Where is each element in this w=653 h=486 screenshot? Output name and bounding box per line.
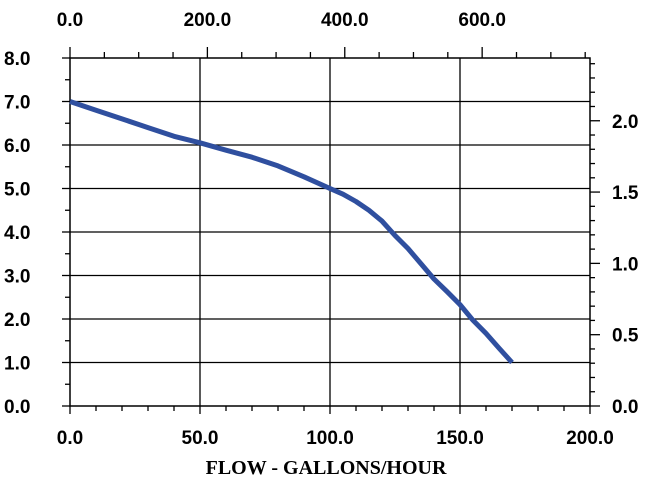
- top-tick-labels: 0.0 200.0 400.0 600.0: [57, 10, 506, 31]
- x-tick-label: 0.0: [57, 428, 83, 449]
- top-tick-label: 0.0: [57, 10, 83, 31]
- left-tick-labels: 0.0 1.0 2.0 3.0 4.0 5.0 6.0 7.0 8.0: [4, 49, 30, 418]
- y-tick-label: 6.0: [4, 136, 30, 157]
- y-tick-label: 5.0: [4, 180, 30, 201]
- top-tick-label: 400.0: [321, 10, 369, 31]
- right-tick-label: 1.0: [612, 254, 638, 275]
- right-tick-label: 0.0: [612, 397, 638, 418]
- y-tick-label: 3.0: [4, 267, 30, 288]
- top-tick-label: 600.0: [458, 10, 506, 31]
- x-tick-label: 150.0: [436, 428, 484, 449]
- y-tick-label: 0.0: [4, 397, 30, 418]
- x-axis-title: FLOW - GALLONS/HOUR: [206, 457, 447, 479]
- plot-frame: [69, 57, 591, 407]
- y-tick-label: 1.0: [4, 354, 30, 375]
- right-tick-label: 0.5: [612, 326, 639, 347]
- y-tick-label: 8.0: [4, 49, 30, 70]
- performance-curve-line: [69, 99, 514, 365]
- y-tick-label: 4.0: [4, 223, 30, 244]
- x-tick-label: 200.0: [566, 428, 614, 449]
- y-tick-label: 2.0: [4, 310, 30, 331]
- series-layer: [69, 99, 514, 365]
- x-tick-label: 100.0: [306, 428, 354, 449]
- y-tick-label: 7.0: [4, 93, 30, 114]
- top-tick-label: 200.0: [184, 10, 232, 31]
- tick-layer: [62, 47, 600, 414]
- right-tick-label: 2.0: [612, 112, 638, 133]
- x-tick-label: 50.0: [182, 428, 219, 449]
- bottom-tick-labels: 0.0 50.0 100.0 150.0 200.0: [57, 428, 614, 449]
- grid-layer: [70, 58, 590, 406]
- right-tick-label: 1.5: [612, 183, 639, 204]
- right-tick-labels: 0.0 0.5 1.0 1.5 2.0: [612, 112, 639, 418]
